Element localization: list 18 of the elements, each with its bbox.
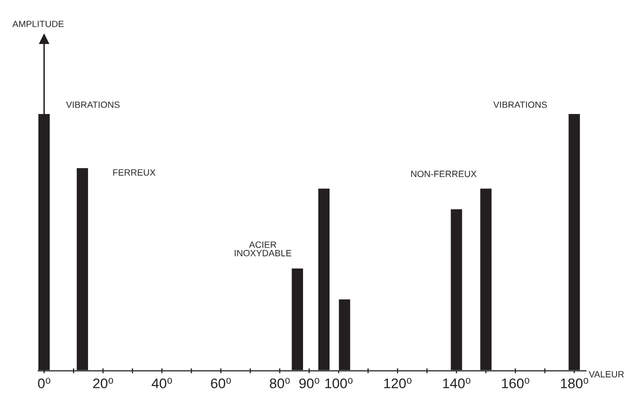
x-tick-label: 90⁰ — [299, 378, 320, 388]
x-tick-label: 180⁰ — [560, 378, 588, 388]
x-tick-label: 120⁰ — [384, 378, 412, 388]
x-axis-title: VALEUR — [588, 371, 624, 378]
x-tick-label: 20⁰ — [93, 378, 114, 388]
x-tick-label: 160⁰ — [502, 378, 530, 388]
x-tick-label: 60⁰ — [211, 378, 231, 388]
annotation: ACIER INOXYDABLE — [234, 241, 292, 256]
x-tick-label: 0⁰ — [38, 378, 50, 388]
x-tick-label: 100⁰ — [325, 378, 353, 388]
x-tick-label: 40⁰ — [152, 378, 172, 388]
x-tick-label: 80⁰ — [270, 378, 290, 388]
annotation: FERREUX — [113, 169, 156, 176]
x-tick-label: 140⁰ — [443, 378, 470, 388]
text: VIBRATIONS — [66, 102, 120, 108]
text: VIBRATIONS — [493, 102, 547, 108]
text: AMPLITUDE — [12, 20, 64, 28]
annotation: NON-FERREUX — [411, 170, 477, 178]
